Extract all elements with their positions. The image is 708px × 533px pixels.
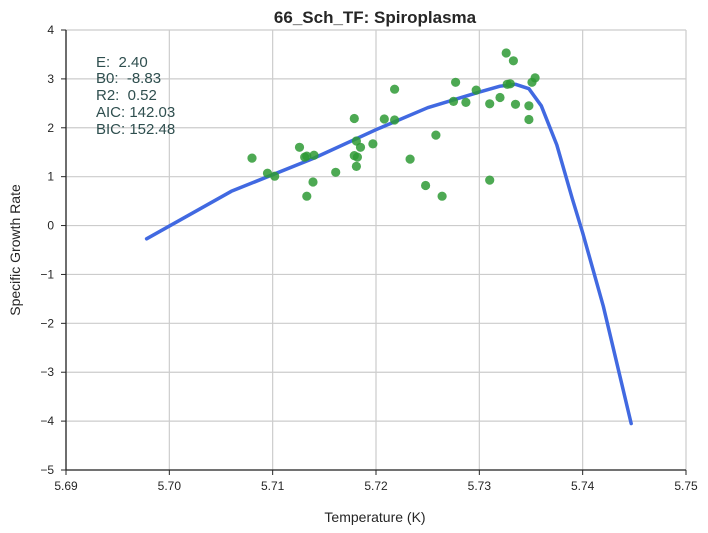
data-point: [461, 97, 471, 107]
data-point: [508, 56, 518, 66]
data-point: [451, 77, 461, 87]
x-tick-label: 5.69: [54, 479, 78, 493]
y-tick-label: 1: [47, 170, 54, 184]
chart-title: 66_Sch_TF: Spiroplasma: [274, 8, 477, 27]
stat-r2: R2: 0.52: [96, 87, 157, 104]
x-tick-label: 5.71: [261, 479, 285, 493]
data-point: [437, 191, 447, 201]
data-point: [485, 99, 495, 109]
data-point: [390, 115, 400, 125]
data-point: [351, 161, 361, 171]
axes: [61, 29, 687, 475]
data-point: [448, 96, 459, 106]
data-point: [471, 85, 481, 95]
data-point: [501, 48, 511, 58]
y-tick-label: −4: [40, 414, 54, 428]
stat-bic: BIC: 152.48: [96, 121, 175, 138]
data-point: [530, 73, 540, 83]
data-point: [349, 113, 359, 124]
data-point: [270, 171, 280, 181]
data-point: [485, 175, 495, 185]
x-tick-label: 5.70: [158, 479, 182, 493]
data-point: [431, 130, 441, 140]
y-tick-label: −1: [40, 267, 54, 281]
data-point: [308, 177, 318, 187]
data-point: [510, 99, 521, 109]
stat-e: E: 2.40: [96, 54, 148, 71]
data-point: [379, 114, 389, 124]
data-point: [294, 142, 305, 152]
data-points: [247, 48, 540, 201]
data-point: [331, 167, 341, 177]
data-point: [352, 152, 362, 162]
data-point: [524, 114, 534, 125]
y-tick-label: −3: [40, 365, 54, 379]
fit-statistics: E: 2.40 B0: -8.83 R2: 0.52 AIC: 142.03 B…: [96, 54, 175, 138]
data-point: [505, 79, 515, 89]
fit-line: [144, 82, 633, 426]
data-point: [421, 180, 431, 191]
stat-b0: B0: -8.83: [96, 70, 161, 87]
data-point: [247, 153, 257, 163]
data-point: [405, 154, 415, 164]
y-tick-label: 3: [47, 72, 54, 86]
data-point: [368, 139, 378, 149]
x-tick-label: 5.73: [468, 479, 492, 493]
stat-aic: AIC: 142.03: [96, 104, 175, 121]
tick-labels: 5.69 5.70 5.71 5.72 5.73 5.74 5.75 −5 −4 −3 −2 −1 0 1…: [40, 23, 698, 493]
y-tick-label: 2: [47, 121, 54, 135]
data-point: [390, 84, 400, 94]
y-tick-label: −5: [40, 463, 54, 477]
x-tick-label: 5.74: [571, 479, 595, 493]
y-tick-label: 4: [47, 23, 54, 37]
x-tick-label: 5.72: [364, 479, 388, 493]
x-axis-label: Temperature (K): [324, 509, 425, 525]
data-point: [302, 151, 312, 161]
fit-curve: [144, 82, 633, 426]
data-point: [355, 142, 366, 152]
y-tick-label: −2: [40, 316, 54, 330]
data-point: [309, 150, 319, 160]
x-tick-label: 5.75: [674, 479, 698, 493]
data-point: [495, 92, 505, 103]
y-tick-label: 0: [47, 219, 54, 233]
y-axis-label: Specific Growth Rate: [7, 184, 23, 316]
data-point: [302, 191, 312, 201]
data-point: [524, 101, 534, 111]
data-point: [262, 168, 273, 178]
